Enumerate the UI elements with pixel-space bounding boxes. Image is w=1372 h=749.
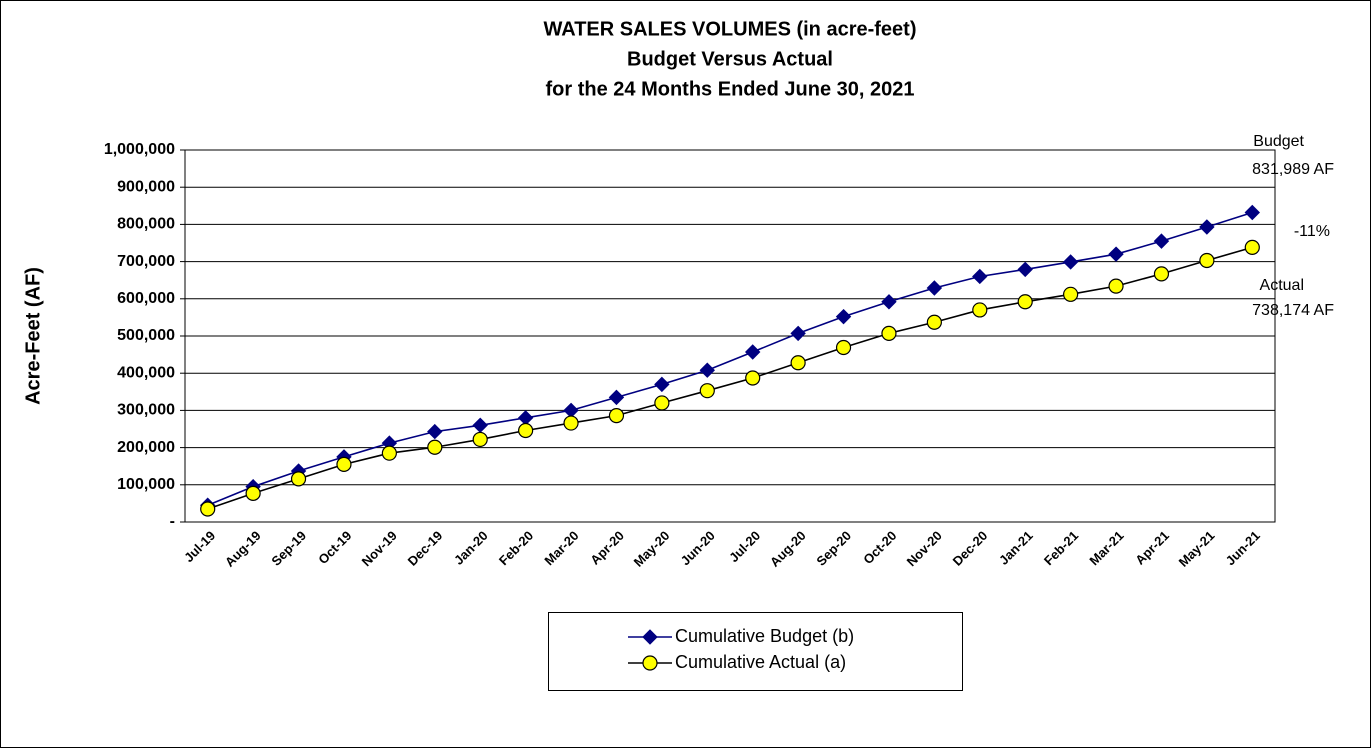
data-point bbox=[881, 294, 897, 310]
data-point bbox=[745, 344, 761, 360]
data-point bbox=[926, 314, 942, 330]
data-point bbox=[972, 302, 988, 318]
data-point bbox=[972, 268, 988, 285]
data-point bbox=[835, 308, 852, 325]
data-point bbox=[1062, 254, 1079, 270]
series-line bbox=[207, 246, 1253, 510]
annotation: Actual bbox=[1260, 277, 1304, 294]
series-line bbox=[207, 211, 1253, 507]
data-point bbox=[835, 339, 852, 356]
annotation: Budget bbox=[1253, 133, 1304, 150]
data-point bbox=[790, 325, 806, 342]
data-point bbox=[1017, 294, 1033, 310]
data-point bbox=[1199, 219, 1215, 235]
data-point bbox=[654, 376, 670, 393]
y-tick-label: 900,000 bbox=[117, 178, 175, 195]
data-point bbox=[427, 423, 443, 440]
chart-subtitle: for the 24 Months Ended June 30, 2021 bbox=[546, 78, 915, 100]
y-tick-label: 500,000 bbox=[117, 327, 175, 344]
plot-area bbox=[184, 149, 1276, 523]
data-point bbox=[654, 395, 670, 411]
legend-marker bbox=[642, 655, 658, 671]
data-point bbox=[608, 408, 625, 424]
data-point bbox=[881, 325, 897, 341]
annotation: 831,989 AF bbox=[1252, 161, 1334, 178]
legend-marker bbox=[642, 629, 658, 645]
y-tick-label: 100,000 bbox=[117, 476, 175, 493]
data-point bbox=[699, 362, 715, 378]
data-point bbox=[1108, 278, 1124, 294]
y-tick-label: 300,000 bbox=[117, 402, 175, 419]
data-point bbox=[1153, 233, 1170, 249]
data-point bbox=[472, 431, 488, 448]
data-point bbox=[563, 415, 579, 431]
data-point bbox=[699, 383, 715, 399]
data-point bbox=[200, 501, 216, 517]
data-point bbox=[1244, 204, 1260, 221]
y-axis-label: Acre-Feet (AF) bbox=[22, 267, 44, 405]
data-point bbox=[926, 280, 943, 296]
annotation: -11% bbox=[1294, 223, 1330, 240]
data-point bbox=[1199, 252, 1215, 269]
data-point bbox=[608, 389, 625, 406]
y-tick-label: 800,000 bbox=[117, 216, 175, 233]
data-point bbox=[790, 355, 806, 371]
data-point bbox=[745, 370, 761, 386]
chart-subtitle: Budget Versus Actual bbox=[627, 48, 833, 70]
y-tick-label: 700,000 bbox=[117, 253, 175, 270]
data-point bbox=[1244, 239, 1260, 255]
legend-label: Cumulative Budget (b) bbox=[675, 626, 854, 646]
chart-title: WATER SALES VOLUMES (in acre-feet) bbox=[543, 18, 916, 40]
data-point bbox=[336, 456, 352, 472]
data-point bbox=[1108, 246, 1124, 262]
data-point bbox=[427, 439, 443, 455]
data-point bbox=[1017, 261, 1033, 278]
y-tick-label: 200,000 bbox=[117, 439, 175, 456]
data-point bbox=[381, 445, 397, 461]
y-tick-label: 600,000 bbox=[117, 290, 175, 307]
data-point bbox=[518, 422, 534, 439]
data-point bbox=[245, 485, 261, 501]
legend bbox=[548, 612, 963, 691]
y-tick-label: 1,000,000 bbox=[104, 141, 175, 158]
data-point bbox=[1153, 266, 1170, 282]
y-tick-label: - bbox=[170, 513, 175, 530]
y-tick-label: 400,000 bbox=[117, 364, 175, 381]
data-point bbox=[290, 471, 307, 487]
legend-label: Cumulative Actual (a) bbox=[675, 652, 846, 672]
annotation: 738,174 AF bbox=[1252, 302, 1334, 319]
data-point bbox=[1063, 286, 1079, 302]
